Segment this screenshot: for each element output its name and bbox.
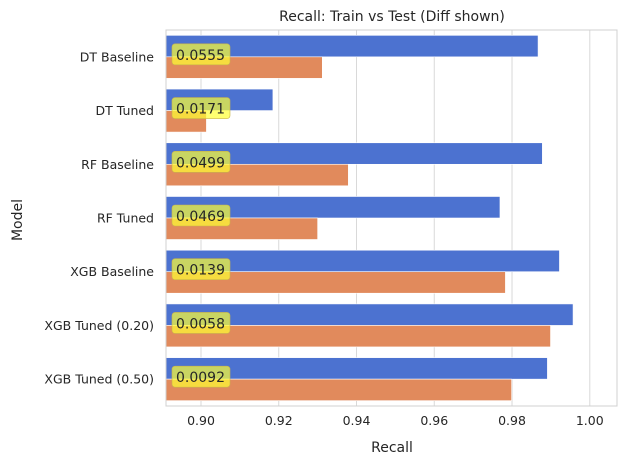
y-axis-label: Model	[10, 199, 26, 241]
annotation-box	[171, 97, 231, 119]
annotation-value: 0.0058	[176, 316, 225, 332]
y-tick-label: DT Tuned	[96, 103, 154, 118]
diff-annotations: 0.0555 0.0171 0.0499 0.0469 0.0139 0.0058 0.00…	[171, 43, 231, 388]
x-tick-label: 1.00	[576, 413, 604, 428]
diff-annotation: 0.0171	[171, 97, 231, 119]
y-tick-label: RF Baseline	[81, 157, 154, 172]
x-axis-label: Recall	[371, 440, 413, 456]
y-tick-label: XGB Tuned (0.50)	[44, 372, 154, 387]
y-tick-labels: DT Baseline DT Tuned RF Baseline RF Tuned XG…	[44, 49, 154, 386]
annotation-box	[171, 150, 231, 173]
annotation-box	[171, 312, 231, 334]
y-tick-label: XGB Tuned (0.20)	[44, 318, 154, 333]
diff-annotation: 0.0092	[171, 365, 231, 388]
diff-annotation: 0.0469	[171, 204, 231, 227]
annotation-box	[171, 204, 231, 227]
annotation-value: 0.0092	[176, 370, 225, 386]
annotation-value: 0.0469	[176, 209, 225, 225]
x-tick-label: 0.96	[420, 413, 448, 428]
diff-annotation: 0.0139	[171, 258, 231, 281]
x-tick-label: 0.90	[187, 413, 215, 428]
x-tick-labels: 0.90 0.92 0.94 0.96 0.98 1.00	[187, 413, 604, 428]
annotation-value: 0.0555	[176, 48, 225, 64]
diff-annotation: 0.0499	[171, 150, 231, 173]
y-tick-label: DT Baseline	[80, 49, 155, 64]
y-tick-label: RF Tuned	[97, 211, 154, 226]
diff-annotation: 0.0555	[171, 43, 231, 66]
x-tick-label: 0.92	[265, 413, 293, 428]
diff-annotation: 0.0058	[171, 312, 231, 334]
annotation-value: 0.0139	[176, 263, 225, 279]
x-tick-label: 0.98	[498, 413, 526, 428]
annotation-box	[171, 365, 231, 388]
annotation-value: 0.0171	[176, 102, 225, 118]
annotation-value: 0.0499	[176, 155, 225, 171]
annotation-box	[171, 258, 231, 281]
x-tick-label: 0.94	[343, 413, 371, 428]
annotation-box	[171, 43, 231, 66]
y-tick-label: XGB Baseline	[70, 264, 154, 279]
chart-title: Recall: Train vs Test (Diff shown)	[279, 9, 505, 25]
plot-frame	[165, 29, 618, 407]
